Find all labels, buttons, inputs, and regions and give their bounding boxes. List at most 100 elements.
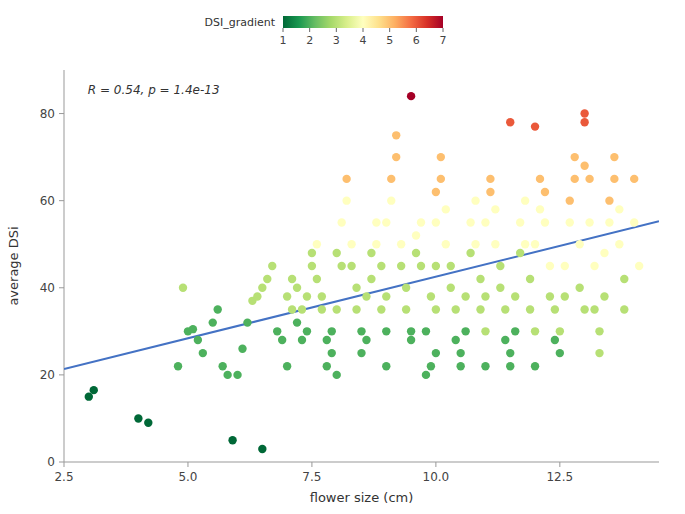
- point: [372, 240, 380, 248]
- point: [382, 327, 390, 335]
- point: [258, 284, 266, 292]
- point: [511, 292, 519, 300]
- point: [595, 327, 603, 335]
- point: [293, 284, 301, 292]
- point: [303, 292, 311, 300]
- x-tick-label: 12.5: [546, 470, 573, 484]
- point: [422, 327, 430, 335]
- point: [323, 362, 331, 370]
- point: [323, 336, 331, 344]
- plot-area: [64, 92, 659, 453]
- point: [412, 249, 420, 257]
- point: [590, 305, 598, 313]
- point: [546, 292, 554, 300]
- point: [392, 131, 400, 139]
- point: [452, 336, 460, 344]
- point: [442, 205, 450, 213]
- y-tick-label: 80: [40, 107, 55, 121]
- point: [233, 371, 241, 379]
- y-axis-line: [64, 70, 65, 462]
- colorbar-tick-label: 5: [386, 34, 393, 47]
- point: [447, 284, 455, 292]
- point: [456, 362, 464, 370]
- point: [516, 218, 524, 226]
- point: [521, 196, 529, 204]
- point: [461, 327, 469, 335]
- point: [417, 262, 425, 270]
- point: [580, 109, 588, 117]
- point: [461, 292, 469, 300]
- colorbar: 1234567DSI_gradient: [204, 16, 446, 47]
- point: [313, 240, 321, 248]
- point: [223, 371, 231, 379]
- point: [630, 218, 638, 226]
- point: [432, 349, 440, 357]
- point: [402, 305, 410, 313]
- y-tick-label: 20: [40, 368, 55, 382]
- point: [506, 362, 514, 370]
- point: [377, 305, 385, 313]
- point: [328, 349, 336, 357]
- point: [615, 240, 623, 248]
- point: [308, 249, 316, 257]
- point: [481, 362, 489, 370]
- point: [452, 305, 460, 313]
- x-tick: [187, 462, 188, 467]
- point: [585, 218, 593, 226]
- point: [417, 218, 425, 226]
- x-axis-label: flower size (cm): [310, 490, 414, 505]
- colorbar-tick-label: 2: [306, 34, 313, 47]
- point: [194, 336, 202, 344]
- point: [328, 327, 336, 335]
- point: [580, 305, 588, 313]
- point: [397, 262, 405, 270]
- colorbar-tick-label: 7: [440, 34, 447, 47]
- point: [496, 284, 504, 292]
- y-tick: [59, 287, 64, 288]
- point: [580, 162, 588, 170]
- point: [382, 218, 390, 226]
- point: [556, 327, 564, 335]
- colorbar-tick: [443, 28, 444, 32]
- point: [556, 349, 564, 357]
- y-tick-label: 0: [47, 455, 55, 469]
- colorbar-tick-label: 4: [360, 34, 367, 47]
- regression-line: [64, 221, 659, 369]
- colorbar-tick-label: 3: [333, 34, 340, 47]
- point: [486, 175, 494, 183]
- point: [501, 336, 509, 344]
- point: [447, 262, 455, 270]
- point: [263, 275, 271, 283]
- colorbar-tick: [363, 28, 364, 32]
- point: [407, 336, 415, 344]
- point: [347, 240, 355, 248]
- x-tick-label: 5.0: [178, 470, 197, 484]
- point: [615, 205, 623, 213]
- point: [333, 249, 341, 257]
- point: [407, 92, 415, 100]
- point: [481, 327, 489, 335]
- point: [605, 196, 613, 204]
- point: [238, 345, 246, 353]
- x-tick-label: 7.5: [302, 470, 321, 484]
- point: [541, 188, 549, 196]
- point: [635, 262, 643, 270]
- point: [258, 445, 266, 453]
- point: [342, 196, 350, 204]
- point: [352, 284, 360, 292]
- y-tick: [59, 113, 64, 114]
- point: [531, 240, 539, 248]
- point: [362, 292, 370, 300]
- point: [278, 336, 286, 344]
- point: [437, 175, 445, 183]
- point: [298, 336, 306, 344]
- point: [600, 292, 608, 300]
- point: [585, 175, 593, 183]
- point: [303, 327, 311, 335]
- point: [318, 305, 326, 313]
- point: [382, 362, 390, 370]
- point: [377, 262, 385, 270]
- point: [333, 371, 341, 379]
- y-tick-label: 60: [40, 194, 55, 208]
- x-tick-label: 2.5: [54, 470, 73, 484]
